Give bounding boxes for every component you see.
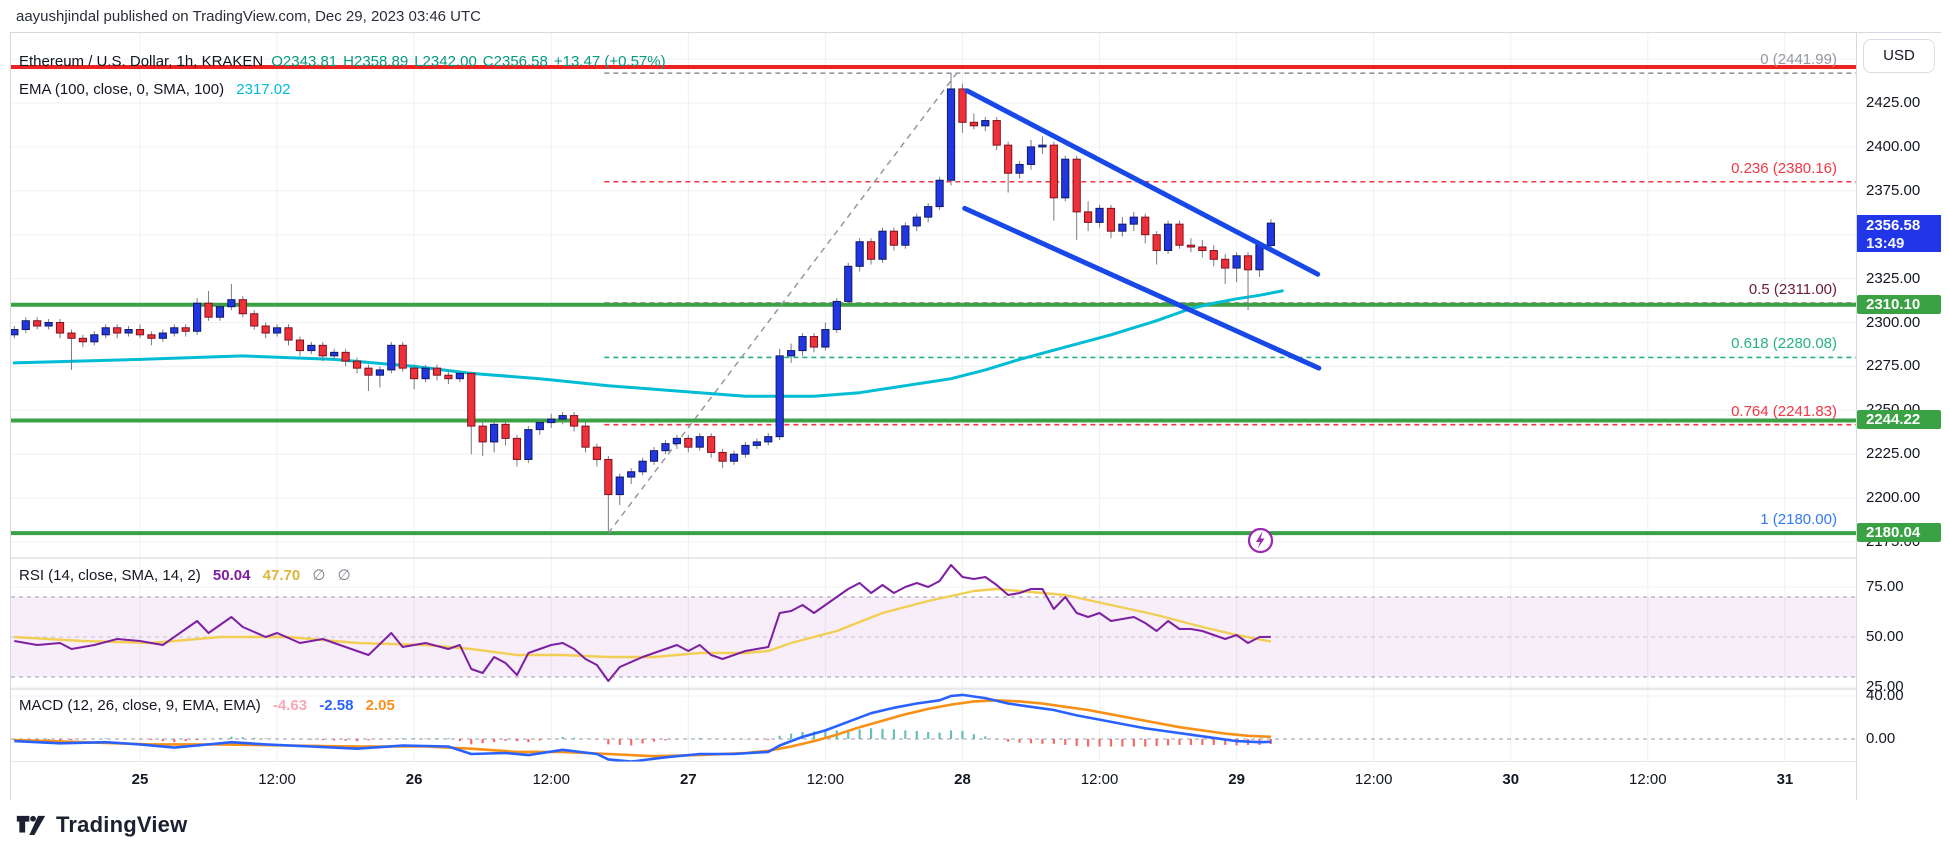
macd-legend[interactable]: MACD (12, 26, close, 9, EMA, EMA) -4.63 … — [19, 697, 395, 714]
time-label-12:00: 12:00 — [806, 771, 845, 788]
ohlc-values: O2343.81 H2358.89 L2342.00 C2356.58 +13.47 (… — [271, 53, 666, 70]
bar-countdown: 13:49 — [1866, 235, 1905, 253]
level-badge-2310: 2310.10 — [1857, 294, 1941, 314]
axis-label: 2200.00 — [1866, 489, 1921, 507]
axis-label: 40.00 — [1866, 687, 1904, 704]
axis-label: 25.00 — [1866, 678, 1904, 695]
ema-name: EMA (100, close, 0, SMA, 100) — [19, 81, 225, 98]
idea-lightning-icon[interactable] — [1247, 527, 1274, 559]
publish-header: aayushjindal published on TradingView.co… — [16, 8, 482, 25]
last-price-badge: 2356.58 13:49 — [1857, 215, 1941, 253]
macd-name: MACD (12, 26, close, 9, EMA, EMA) — [19, 697, 261, 714]
tradingview-logo-icon — [16, 815, 46, 835]
ema-value: 2317.02 — [236, 81, 291, 98]
time-label-30: 30 — [1502, 771, 1520, 788]
level-badge-2244: 2244.22 — [1857, 410, 1941, 430]
axis-label: 2375.00 — [1866, 181, 1921, 199]
rsi-legend[interactable]: RSI (14, close, SMA, 14, 2) 50.04 47.70 … — [19, 566, 351, 584]
level-badge-2180: 2180.04 — [1857, 523, 1941, 543]
rsi-sma-value: 47.70 — [262, 567, 301, 584]
chart-canvas[interactable] — [11, 33, 1856, 801]
axis-label: 2275.00 — [1866, 357, 1921, 375]
time-label-26: 26 — [405, 771, 423, 788]
time-label-28: 28 — [954, 771, 971, 788]
macd-line-value: -2.58 — [319, 697, 354, 714]
time-label-31: 31 — [1776, 771, 1794, 788]
fib-label-0: 0 (2441.99) — [1760, 51, 1837, 69]
symbol-legend[interactable]: Ethereum / U.S. Dollar, 1h, KRAKEN O2343.… — [19, 53, 672, 70]
time-label-27: 27 — [679, 771, 697, 788]
tradingview-logo[interactable]: TradingView — [16, 812, 187, 838]
time-label-12:00: 12:00 — [1354, 771, 1393, 788]
rsi-value: 50.04 — [212, 567, 251, 584]
rsi-upper-band-empty: ∅ — [312, 567, 326, 584]
macd-signal-value: 2.05 — [365, 697, 395, 714]
time-axis[interactable]: 25 12:00 26 12:00 27 12:00 28 12:00 29 12:00 30 12:… — [11, 762, 1856, 800]
price-axis[interactable]: USD 2425.002400.002375.002350.002325.002… — [1856, 33, 1942, 800]
macd-histogram-value: -4.63 — [272, 697, 308, 714]
axis-label: 2400.00 — [1866, 137, 1921, 155]
axis-label: 2325.00 — [1866, 269, 1921, 287]
time-label-12:00: 12:00 — [1629, 771, 1667, 788]
rsi-name: RSI (14, close, SMA, 14, 2) — [19, 567, 201, 584]
chart-widget: Ethereum / U.S. Dollar, 1h, KRAKEN O2343.… — [10, 32, 1942, 801]
time-label-12:00: 12:00 — [1080, 771, 1119, 788]
axis-label: 2425.00 — [1866, 94, 1921, 111]
fib-label-1: 1 (2180.00) — [1760, 511, 1837, 529]
fib-label-0.618: 0.618 (2280.08) — [1731, 335, 1837, 353]
currency-button[interactable]: USD — [1863, 39, 1935, 73]
ema-legend[interactable]: EMA (100, close, 0, SMA, 100) 2317.02 — [19, 81, 291, 98]
rsi-lower-band-empty: ∅ — [337, 567, 351, 584]
time-label-12:00: 12:00 — [532, 771, 570, 788]
time-label-29: 29 — [1228, 771, 1245, 788]
time-label-25: 25 — [131, 771, 149, 788]
fib-label-0.236: 0.236 (2380.16) — [1731, 159, 1837, 177]
axis-label: 2225.00 — [1866, 445, 1921, 463]
fib-label-0.5: 0.5 (2311.00) — [1748, 281, 1837, 299]
time-label-12:00: 12:00 — [258, 771, 296, 788]
axis-label: 2300.00 — [1866, 313, 1921, 331]
axis-label: 50.00 — [1866, 628, 1904, 645]
axis-label: 0.00 — [1866, 730, 1896, 747]
tradingview-logo-text: TradingView — [56, 812, 188, 837]
fib-label-0.764: 0.764 (2241.83) — [1731, 402, 1837, 420]
symbol-title: Ethereum / U.S. Dollar, 1h, KRAKEN — [19, 53, 264, 70]
axis-label: 75.00 — [1866, 578, 1904, 595]
